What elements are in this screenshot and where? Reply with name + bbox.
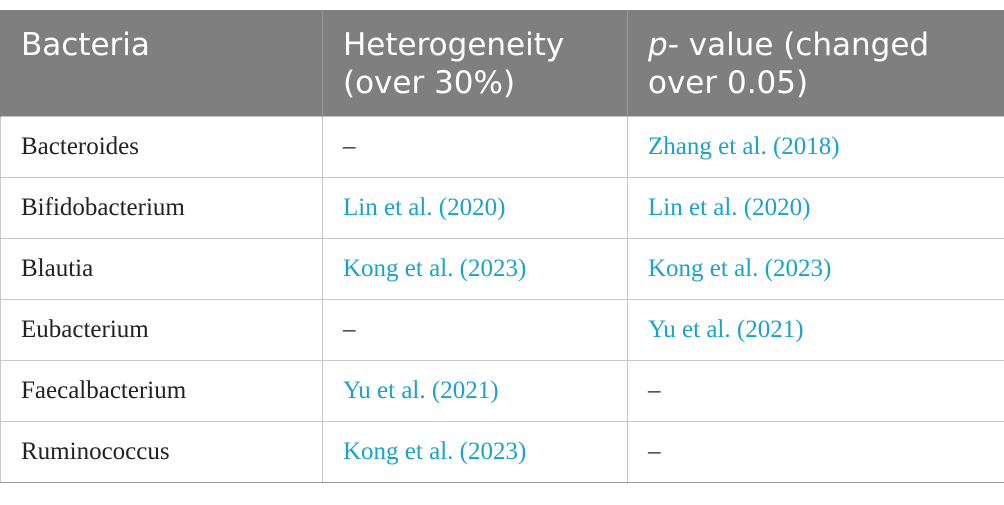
table-row: Ruminococcus Kong et al. (2023) – (0, 421, 1004, 483)
table-row: Faecalbacterium Yu et al. (2021) – (0, 360, 1004, 422)
cell-bacteria: Blautia (0, 238, 323, 300)
header-row: Bacteria Heterogeneity (over 30%) p- val… (0, 10, 1004, 117)
cell-p-value: – (627, 360, 1004, 422)
table-row: Eubacterium – Yu et al. (2021) (0, 299, 1004, 361)
cell-heterogeneity: – (322, 116, 628, 178)
cell-p-value: – (627, 421, 1004, 483)
header-p-italic: p (648, 27, 668, 63)
cell-heterogeneity[interactable]: Lin et al. (2020) (322, 177, 628, 239)
header-p-value-label: - value (changed over 0.05) (648, 27, 930, 101)
header-heterogeneity: Heterogeneity (over 30%) (322, 10, 628, 117)
bacteria-table: Bacteria Heterogeneity (over 30%) p- val… (0, 10, 1004, 483)
cell-p-value[interactable]: Lin et al. (2020) (627, 177, 1004, 239)
cell-heterogeneity: – (322, 299, 628, 361)
header-p-value: p- value (changed over 0.05) (627, 10, 1004, 117)
cell-bacteria: Bifidobacterium (0, 177, 323, 239)
cell-p-value[interactable]: Yu et al. (2021) (627, 299, 1004, 361)
cell-bacteria: Faecalbacterium (0, 360, 323, 422)
table-row: Bifidobacterium Lin et al. (2020) Lin et a… (0, 177, 1004, 239)
cell-heterogeneity[interactable]: Yu et al. (2021) (322, 360, 628, 422)
table-header: Bacteria Heterogeneity (over 30%) p- val… (0, 10, 1004, 117)
cell-bacteria: Eubacterium (0, 299, 323, 361)
cell-bacteria: Ruminococcus (0, 421, 323, 483)
header-bacteria: Bacteria (0, 10, 323, 117)
table-row: Blautia Kong et al. (2023) Kong et al. (20… (0, 238, 1004, 300)
table-body: Bacteroides – Zhang et al. (2018) Bifidobac… (0, 116, 1004, 483)
header-heterogeneity-label: Heterogeneity (over 30%) (343, 27, 565, 101)
cell-heterogeneity[interactable]: Kong et al. (2023) (322, 238, 628, 300)
cell-p-value[interactable]: Zhang et al. (2018) (627, 116, 1004, 178)
table-row: Bacteroides – Zhang et al. (2018) (0, 116, 1004, 178)
cell-p-value[interactable]: Kong et al. (2023) (627, 238, 1004, 300)
cell-bacteria: Bacteroides (0, 116, 323, 178)
header-bacteria-label: Bacteria (21, 27, 150, 63)
cell-heterogeneity[interactable]: Kong et al. (2023) (322, 421, 628, 483)
